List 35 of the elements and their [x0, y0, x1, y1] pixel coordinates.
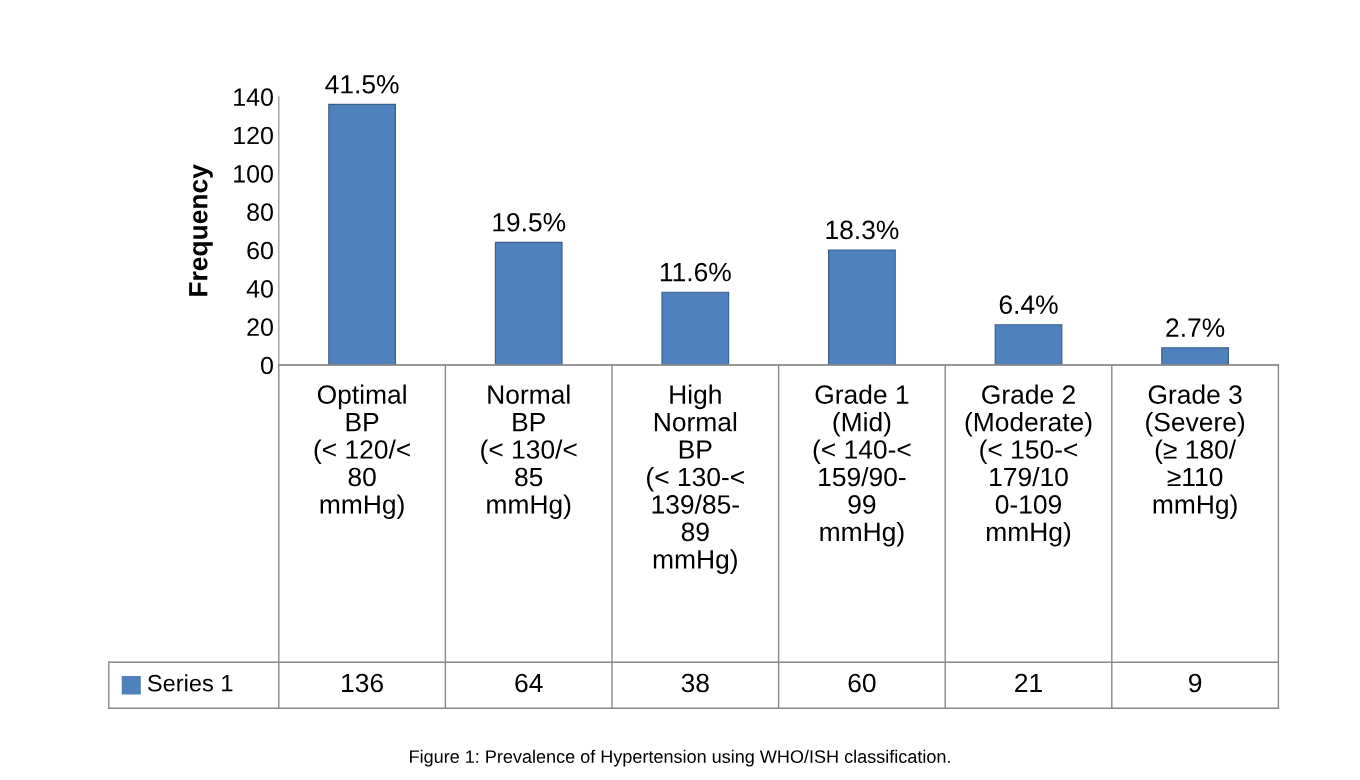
data-label: 21 [1015, 673, 1042, 693]
annotation: 11.6% [660, 262, 731, 282]
y-tick-label: 80 [247, 203, 273, 222]
annotation: 6.4% [999, 295, 1058, 315]
data-label: 38 [681, 673, 709, 693]
y-tick-label: 100 [234, 164, 273, 183]
x-tick-label: High Normal BP (< 130-< 139/85- 89 mmHg) [647, 384, 744, 574]
y-tick-label: 20 [247, 318, 273, 337]
bar [994, 324, 1063, 366]
x-tick-label: Grade 3 (Severe) (≥ 180/ ≥110 mmHg) [1146, 384, 1245, 520]
y-tick-label: 140 [234, 88, 273, 107]
y-tick-label: 120 [234, 126, 273, 145]
x-tick-label: Grade 2 (Moderate) (< 150-< 179/10 0-109 mmHg) [965, 384, 1092, 547]
annotation: 18.3% [826, 220, 899, 240]
caption: Figure 1: Prevalence of Hypertension using WHO/ISH classification. [410, 749, 950, 767]
bar [661, 291, 730, 366]
data-label: 136 [342, 673, 383, 693]
annotation: 41.5% [325, 75, 399, 94]
annotation: 19.5% [493, 212, 566, 232]
bar [828, 249, 896, 366]
x-tick-label: Grade 1 (Mid) (< 140-< 159/90- 99 mmHg) [813, 384, 911, 547]
x-tick-label: Normal BP (< 130/< 85 mmHg) [481, 384, 577, 520]
data-label: 9 [1189, 673, 1202, 693]
y-tick-label: 60 [247, 241, 273, 260]
bar [494, 241, 563, 366]
annotation: 2.7% [1166, 318, 1225, 337]
y-tick-label: 0 [261, 356, 273, 375]
legend-label: Series 1 [147, 674, 233, 692]
x-tick-label: Optimal BP (< 120/< 80 mmHg) [314, 384, 410, 520]
y-tick-label: 40 [246, 279, 273, 298]
y-axis-title: Frequency [189, 164, 213, 296]
bar [328, 103, 396, 366]
data-label: 60 [848, 673, 876, 693]
bar [1161, 347, 1229, 366]
data-label: 64 [515, 673, 543, 693]
